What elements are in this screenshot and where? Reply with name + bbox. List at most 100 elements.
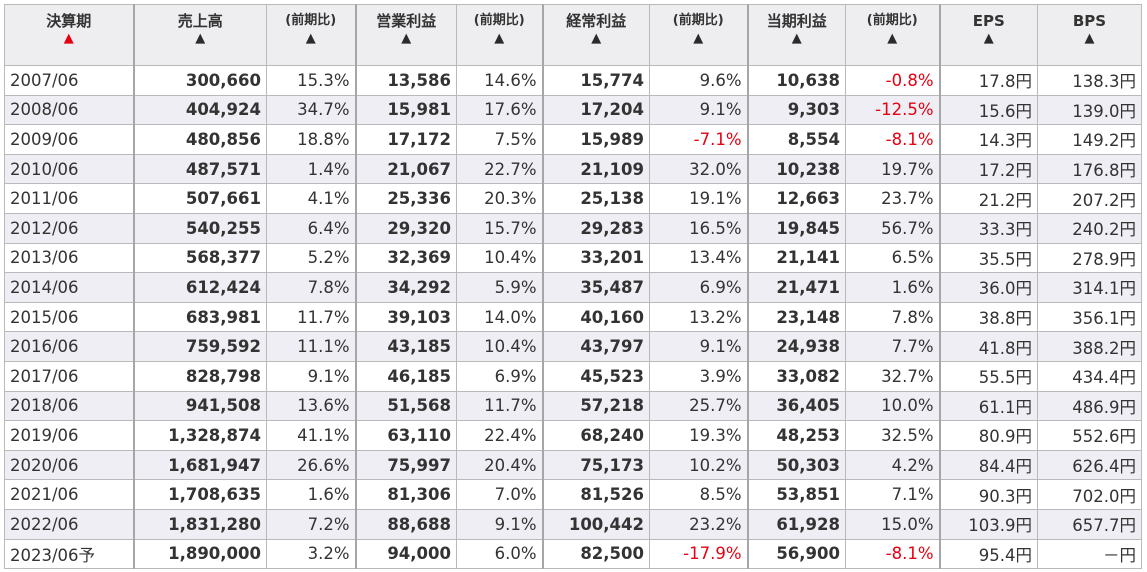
cell-net: 48,253 [746,420,846,451]
cell-sales-pct: 7.8% [266,272,356,303]
cell-op-pct: 10.4% [456,242,543,274]
cell-sales: 540,255 [132,212,267,244]
col-header-sales-label: 売上高 [177,12,223,30]
cell-net-pct: 7.8% [845,301,940,333]
cell-bps: 176.8円 [1037,153,1142,185]
cell-ord: 15,774 [541,65,650,96]
cell-eps: 61.1円 [938,390,1038,422]
table-row: 2016/06 759,592 11.1% 43,185 10.4% 43,797 9.1%… [4,331,1142,362]
cell-sales-pct: 15.3% [266,65,356,96]
cell-ord-pct: 9.1% [649,331,748,362]
cell-ord-pct: 9.1% [649,94,748,126]
cell-bps: 657.7円 [1037,508,1142,540]
col-header-bps-label: BPS [1072,12,1107,30]
cell-sales-pct: 41.1% [266,420,356,451]
cell-net: 10,638 [746,65,846,96]
sort-asc-icon[interactable]: ▲ [195,31,206,46]
cell-sales: 1,328,874 [132,420,267,451]
col-header-sales-pct[interactable]: (前期比) ▲ [266,4,356,66]
cell-ord: 43,797 [541,331,650,362]
table-row: 2012/06 540,255 6.4% 29,320 15.7% 29,283 16.5%… [4,212,1142,244]
sort-asc-icon[interactable]: ▲ [591,31,602,46]
cell-ord-pct: 10.2% [649,449,748,481]
col-header-ord-pct[interactable]: (前期比) ▲ [649,4,748,66]
col-header-net-pct[interactable]: (前期比) ▲ [845,4,940,66]
cell-op-pct: 20.3% [456,183,543,214]
cell-op-pct: 22.7% [456,153,543,185]
cell-op: 17,172 [354,124,457,155]
cell-sales: 1,831,280 [132,508,267,540]
table-row: 2010/06 487,571 1.4% 21,067 22.7% 21,109 32.0%… [4,153,1142,185]
cell-sales: 568,377 [132,242,267,274]
cell-bps: 702.0円 [1037,479,1142,510]
cell-op: 15,981 [354,94,457,126]
cell-eps: 36.0円 [938,272,1038,303]
cell-eps: 15.6円 [938,94,1038,126]
cell-sales: 404,924 [132,94,267,126]
cell-sales: 828,798 [132,360,267,392]
col-header-bps[interactable]: BPS ▲ [1037,4,1142,66]
table-row: 2017/06 828,798 9.1% 46,185 6.9% 45,523 3.9% 33… [4,360,1142,392]
table-row: 2008/06 404,924 34.7% 15,981 17.6% 17,204 9.1%… [4,94,1142,126]
cell-year: 2017/06 [4,360,134,392]
cell-year: 2014/06 [4,272,134,303]
cell-sales: 507,661 [132,183,267,214]
cell-ord-pct: -7.1% [649,124,748,155]
col-header-eps-label: EPS [972,12,1005,30]
cell-op: 25,336 [354,183,457,214]
table-row: 2007/06 300,660 15.3% 13,586 14.6% 15,774 9.6%… [4,65,1142,96]
cell-net: 8,554 [746,124,846,155]
sort-asc-icon[interactable]: ▲ [791,31,802,46]
cell-op: 21,067 [354,153,457,185]
cell-op: 88,688 [354,508,457,540]
sort-asc-icon[interactable]: ▲ [401,31,412,46]
sort-asc-icon[interactable]: ▲ [1084,31,1095,46]
sort-asc-icon[interactable]: ▲ [305,31,316,46]
cell-sales: 487,571 [132,153,267,185]
cell-op: 63,110 [354,420,457,451]
sort-asc-icon[interactable]: ▲ [983,31,994,46]
cell-net-pct: -8.1% [845,538,940,570]
cell-ord: 100,442 [541,508,650,540]
sort-asc-icon[interactable]: ▲ [887,31,898,46]
cell-bps: 626.4円 [1037,449,1142,481]
cell-ord-pct: 19.3% [649,420,748,451]
cell-net: 21,471 [746,272,846,303]
cell-sales: 1,890,000 [132,538,267,570]
table-row: 2021/06 1,708,635 1.6% 81,306 7.0% 81,526 8.5%… [4,479,1142,510]
cell-op-pct: 6.0% [456,538,543,570]
col-header-op-pct[interactable]: (前期比) ▲ [456,4,543,66]
cell-sales: 683,981 [132,301,267,333]
col-header-sales[interactable]: 売上高 ▲ [132,4,267,66]
sort-asc-icon-active[interactable]: ▲ [63,31,74,46]
col-header-op-pct-label: (前期比) [473,13,525,28]
col-header-eps[interactable]: EPS ▲ [938,4,1038,66]
table-row: 2022/06 1,831,280 7.2% 88,688 9.1% 100,442 23.… [4,508,1142,540]
cell-bps: 486.9円 [1037,390,1142,422]
col-header-net[interactable]: 当期利益 ▲ [746,4,846,66]
cell-bps: 139.0円 [1037,94,1142,126]
cell-eps: 55.5円 [938,360,1038,392]
sort-asc-icon[interactable]: ▲ [494,31,505,46]
cell-sales: 300,660 [132,65,267,96]
col-header-year[interactable]: 決算期 ▲ [4,4,134,66]
cell-ord-pct: 8.5% [649,479,748,510]
cell-op-pct: 20.4% [456,449,543,481]
cell-ord: 57,218 [541,390,650,422]
sort-asc-icon[interactable]: ▲ [693,31,704,46]
cell-net: 23,148 [746,301,846,333]
cell-net: 56,900 [746,538,846,570]
cell-sales-pct: 11.1% [266,331,356,362]
cell-op: 75,997 [354,449,457,481]
cell-sales-pct: 1.6% [266,479,356,510]
cell-ord-pct: 23.2% [649,508,748,540]
cell-bps: 207.2円 [1037,183,1142,214]
cell-sales-pct: 6.4% [266,212,356,244]
col-header-op[interactable]: 営業利益 ▲ [354,4,457,66]
cell-ord: 75,173 [541,449,650,481]
cell-ord: 82,500 [541,538,650,570]
cell-op-pct: 10.4% [456,331,543,362]
table-row: 2009/06 480,856 18.8% 17,172 7.5% 15,989 -7.1%… [4,124,1142,155]
col-header-ord[interactable]: 経常利益 ▲ [541,4,650,66]
cell-ord: 40,160 [541,301,650,333]
